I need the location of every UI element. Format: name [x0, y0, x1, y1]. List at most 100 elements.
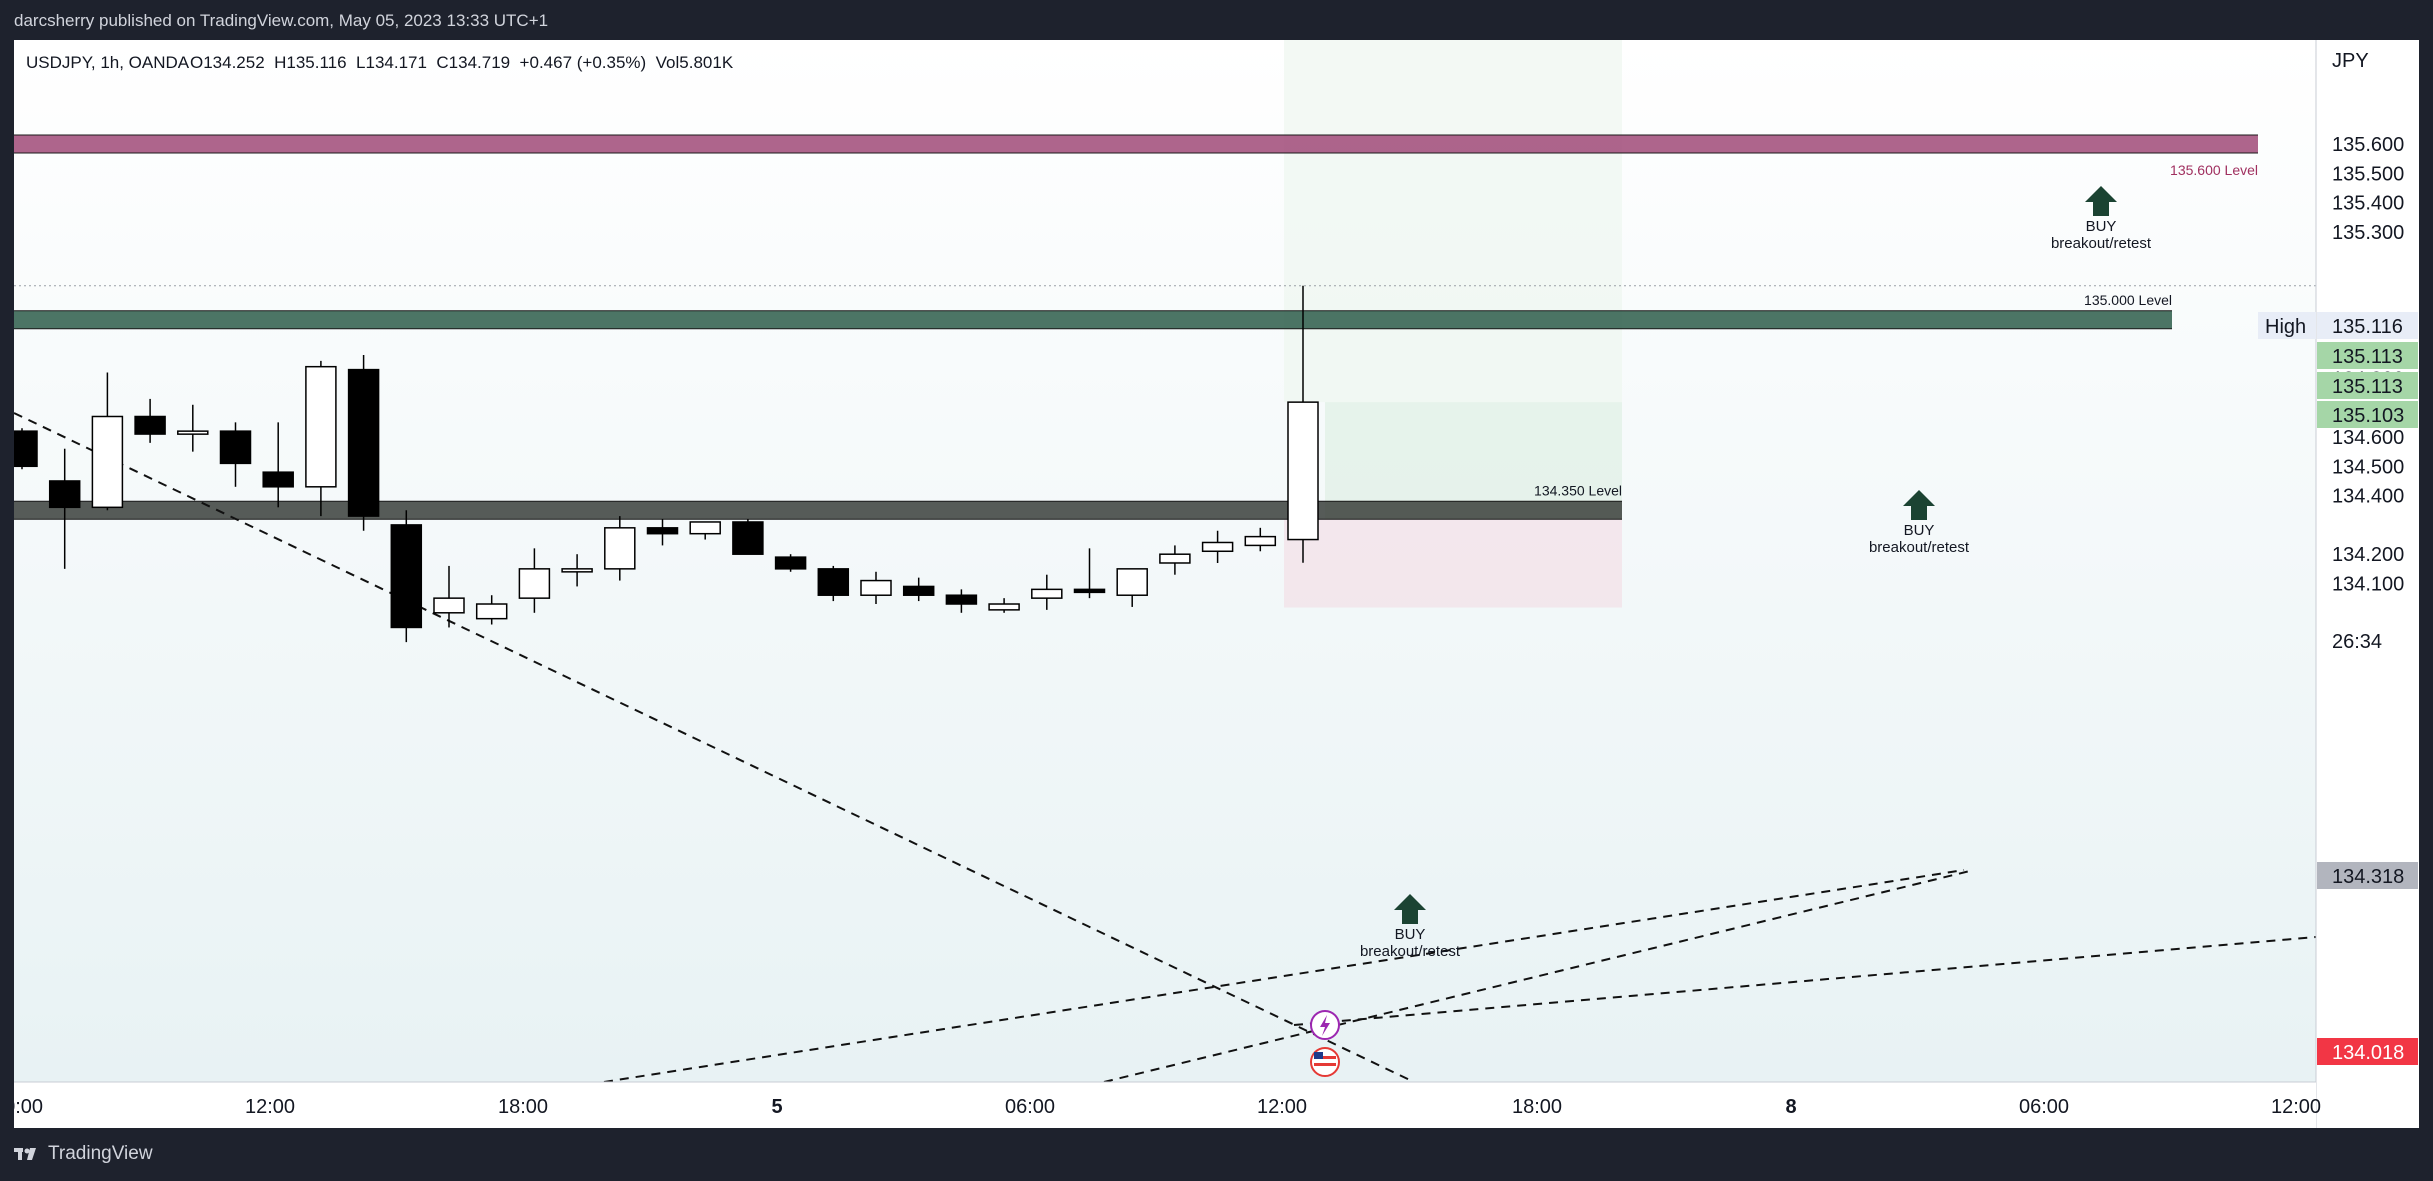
ohlc-values: O134.252 H135.116 L134.171 C134.719 +0.4…: [190, 53, 734, 72]
price-badge-text: 26:34: [2332, 631, 2382, 653]
price-badge: [2317, 862, 2418, 889]
candle-body: [1201, 541, 1234, 553]
level-band[interactable]: [14, 501, 1622, 520]
price-badge: [2317, 342, 2418, 369]
buy-label: BUY: [2086, 218, 2117, 235]
lightning-icon: [1320, 1015, 1330, 1036]
trendline-down[interactable]: [14, 412, 1415, 1083]
candle-body: [1073, 588, 1106, 594]
candle-body: [48, 480, 81, 509]
candle-body: [219, 430, 252, 465]
trendline-up-3[interactable]: [1293, 936, 2317, 1026]
price-badge-text: 135.116: [2332, 316, 2403, 338]
candle-body: [1287, 401, 1319, 541]
setup-label: breakout/retest: [1360, 943, 1461, 960]
candle-body: [1159, 553, 1191, 564]
candle-body: [433, 597, 465, 614]
candle-body: [262, 471, 294, 488]
long-stop-zone[interactable]: [1284, 519, 1622, 608]
level-label: 134.350 Level: [1534, 482, 1622, 498]
time-tick-label: 12:00: [2271, 1096, 2321, 1118]
candle-body: [774, 556, 807, 570]
candle-body: [347, 368, 380, 517]
time-tick-label: 12:00: [1257, 1096, 1307, 1118]
buy-label: BUY: [1904, 522, 1935, 539]
level-label: 135.600 Level: [2170, 162, 2258, 178]
candle-body: [475, 603, 508, 620]
buy-label: BUY: [1395, 926, 1426, 943]
candle-body: [860, 579, 892, 596]
price-badge: [2317, 312, 2418, 339]
time-tick-label: 5: [771, 1096, 782, 1118]
projection-backdrop: [1284, 40, 1622, 403]
price-tick-label: 135.500: [2332, 163, 2404, 185]
candle-body: [604, 527, 636, 570]
candle-body: [902, 585, 935, 596]
flag-canton-icon: [1314, 1052, 1323, 1059]
level-band[interactable]: [14, 310, 2172, 329]
trendline-up-2[interactable]: [1103, 869, 1975, 1083]
price-badge-text: 134.318: [2332, 866, 2404, 888]
price-badge: [2317, 401, 2418, 428]
high-tag: [2258, 312, 2316, 339]
time-tick-label: 8: [1785, 1096, 1796, 1118]
price-tick-label: 135.400: [2332, 193, 2404, 215]
candle-body: [817, 568, 850, 596]
price-tick-label: 135.300: [2332, 222, 2404, 244]
price-badge-text: 135.113: [2332, 346, 2403, 368]
candle-body: [177, 430, 209, 435]
trendlines[interactable]: [14, 412, 2317, 1083]
candle-body: [1031, 588, 1063, 599]
candle-body: [988, 603, 1020, 611]
publisher-bar: darcsherry published on TradingView.com,…: [0, 0, 2433, 40]
symbol-title: USDJPY, 1h, OANDA: [26, 53, 190, 72]
price-badge: [2317, 1038, 2418, 1065]
currency-label: JPY: [2332, 50, 2369, 72]
tradingview-logo[interactable]: TradingView: [14, 1143, 153, 1165]
tradingview-logo-icon: [14, 1148, 36, 1160]
setup-label: breakout/retest: [2051, 235, 2152, 252]
candle-body: [561, 568, 593, 573]
time-axis[interactable]: [14, 1082, 2316, 1128]
buy-arrow-icon[interactable]: [1394, 894, 1426, 924]
time-tick-label: 06:00: [2019, 1096, 2069, 1118]
level-band[interactable]: [14, 135, 2258, 153]
price-tick-label: 135.600: [2332, 134, 2404, 156]
flag-stripe-icon: [1314, 1063, 1336, 1066]
buy-arrow-icon[interactable]: [2085, 186, 2117, 216]
candle-body: [390, 524, 423, 629]
candle-body: [689, 521, 721, 535]
setup-label: breakout/retest: [1869, 539, 1970, 556]
price-badge-text: 134.018: [2332, 1042, 2404, 1064]
candle-body: [1116, 568, 1148, 596]
level-label: 135.000 Level: [2084, 292, 2172, 308]
footer-bar: [0, 1128, 2433, 1181]
price-tick-label: 134.600: [2332, 427, 2404, 449]
price-badge-text: 135.103: [2332, 405, 2404, 427]
price-tick-label: 134.200: [2332, 544, 2404, 566]
candle-body: [1244, 535, 1277, 547]
high-tag-label: High: [2265, 316, 2306, 338]
trendline-up-1[interactable]: [603, 869, 1965, 1083]
time-tick-label: 18:00: [1512, 1096, 1562, 1118]
price-tick-label: 134.500: [2332, 456, 2404, 478]
price-badge: [2317, 372, 2418, 399]
price-scale[interactable]: [2316, 40, 2419, 1128]
candle-body: [305, 365, 337, 488]
brand-label: TradingView: [48, 1143, 153, 1164]
candle-body: [732, 521, 764, 555]
candle-body: [91, 415, 124, 509]
candle-body: [646, 527, 679, 535]
price-tick-label: 134.400: [2332, 486, 2404, 508]
time-ticks: 00:00 12:00 18:00 5 06:00 12:00 18:00 8 06:00 12:…: [14, 1096, 2321, 1118]
buy-arrow-icon[interactable]: [1903, 490, 1935, 520]
flag-stripe-icon: [1314, 1056, 1336, 1059]
publisher-text: darcsherry published on TradingView.com,…: [14, 11, 549, 30]
long-target-zone[interactable]: [1325, 402, 1622, 520]
candle-body: [134, 415, 166, 435]
candle-body: [945, 594, 978, 605]
candle-body: [518, 568, 551, 599]
time-tick-label: 18:00: [498, 1096, 548, 1118]
price-badge-text: 135.113: [2332, 376, 2403, 398]
